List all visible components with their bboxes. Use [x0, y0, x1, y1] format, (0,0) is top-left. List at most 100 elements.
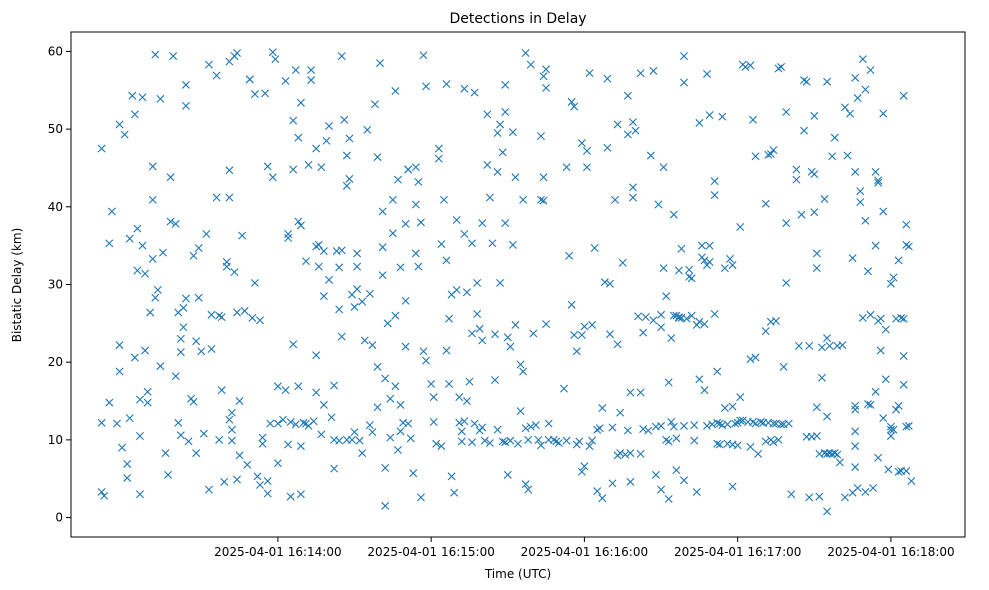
data-point [365, 421, 374, 430]
data-point [800, 126, 809, 135]
data-point [749, 115, 757, 124]
data-point [567, 97, 576, 106]
data-point [107, 207, 116, 216]
data-point [511, 173, 520, 182]
data-point [761, 199, 770, 208]
data-point [621, 450, 630, 459]
data-point [613, 340, 622, 349]
data-point [521, 480, 530, 489]
data-point [153, 285, 162, 294]
data-point [100, 491, 109, 500]
data-point [256, 316, 265, 325]
data-point [493, 167, 502, 176]
data-point [432, 439, 441, 448]
data-point [746, 442, 755, 451]
data-point [314, 240, 323, 249]
data-point [708, 420, 717, 429]
data-point [605, 330, 614, 339]
data-point [503, 333, 512, 342]
data-point [846, 109, 855, 118]
data-point [823, 507, 832, 516]
data-point [194, 243, 203, 252]
data-point [590, 243, 599, 252]
data-point [324, 275, 333, 284]
data-point [296, 490, 305, 499]
data-point [646, 151, 655, 160]
data-point [409, 469, 418, 478]
data-point [220, 477, 229, 486]
data-point [608, 479, 617, 488]
data-point [577, 467, 586, 476]
data-point [383, 319, 392, 328]
data-point [782, 278, 791, 287]
data-point [851, 427, 860, 436]
x-tick-label: 2025-04-01 16:14:00 [214, 545, 341, 559]
data-point [871, 167, 880, 176]
data-point [577, 139, 586, 148]
data-point [879, 207, 888, 216]
data-point [422, 356, 431, 365]
data-point [245, 75, 254, 84]
data-point [125, 234, 134, 243]
data-point [529, 329, 538, 338]
data-point [680, 52, 689, 61]
data-point [636, 69, 645, 78]
data-point [485, 439, 494, 447]
data-point [337, 246, 346, 255]
data-point [593, 487, 602, 496]
data-point [319, 247, 328, 256]
data-point [452, 216, 461, 225]
y-tick-label: 50 [48, 122, 63, 136]
data-point [322, 136, 331, 145]
data-point [406, 434, 415, 443]
data-point [817, 343, 826, 352]
data-point [358, 297, 367, 306]
data-point [774, 435, 783, 444]
data-point [728, 482, 737, 491]
data-point [687, 311, 696, 320]
data-point [350, 428, 359, 437]
data-point [342, 151, 351, 160]
data-point [669, 311, 678, 320]
data-point [746, 61, 755, 70]
data-point [751, 353, 760, 362]
data-point [135, 432, 144, 440]
data-point [243, 460, 252, 469]
data-point [800, 76, 809, 85]
data-point [215, 435, 224, 444]
data-point [537, 195, 545, 204]
data-point [452, 285, 461, 294]
data-point [572, 347, 581, 356]
data-point [478, 423, 487, 432]
data-point [273, 419, 282, 428]
data-point [238, 231, 247, 240]
data-point [419, 51, 428, 60]
data-point [181, 101, 190, 110]
data-point [593, 425, 602, 434]
data-point [562, 163, 571, 172]
data-point [396, 400, 405, 409]
data-point [261, 89, 270, 98]
data-point [838, 341, 847, 350]
data-point [508, 128, 517, 137]
data-point [445, 379, 454, 388]
data-point [769, 419, 778, 428]
data-point [851, 463, 860, 472]
data-point [585, 442, 594, 451]
data-point [608, 423, 617, 432]
data-point [700, 320, 709, 329]
data-point [858, 313, 867, 322]
data-point [600, 278, 609, 287]
data-point [324, 122, 333, 130]
data-point [810, 111, 819, 120]
data-point [296, 442, 305, 451]
data-point [542, 65, 551, 74]
data-point [687, 274, 696, 283]
data-point [360, 336, 369, 345]
data-point [304, 160, 313, 169]
data-point [393, 175, 402, 184]
data-point [856, 198, 865, 207]
data-point [416, 218, 425, 227]
data-point [386, 394, 395, 403]
